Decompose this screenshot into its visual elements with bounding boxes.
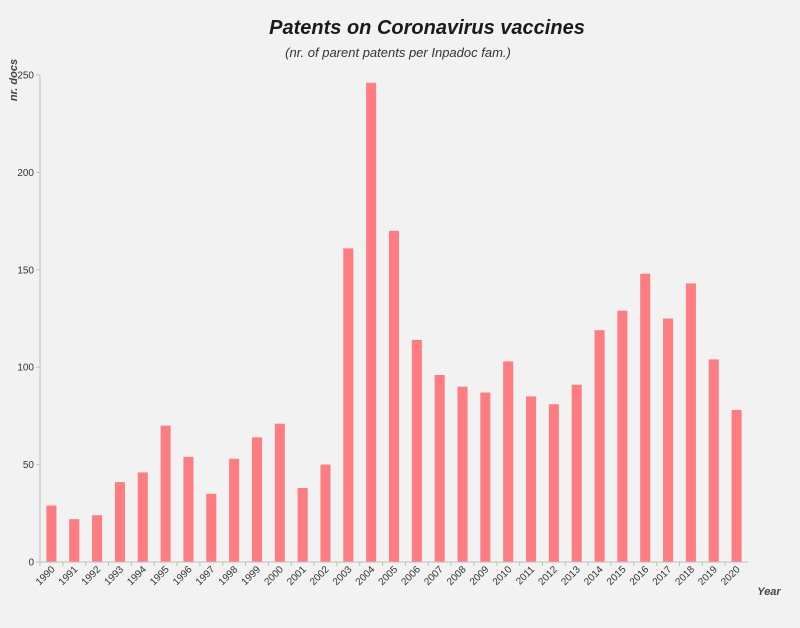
x-tick-label-1994: 1994 — [125, 564, 149, 588]
x-tick-label-2006: 2006 — [399, 564, 423, 588]
bar-2009 — [480, 392, 491, 562]
x-tick-label-1998: 1998 — [217, 564, 241, 588]
x-tick-label-2017: 2017 — [651, 564, 675, 588]
x-tick-label-2012: 2012 — [536, 564, 560, 588]
x-tick-label-2009: 2009 — [468, 564, 492, 588]
x-tick-label-2013: 2013 — [559, 564, 583, 588]
x-tick-label-2016: 2016 — [628, 564, 652, 588]
bar-2011 — [526, 396, 537, 562]
bar-2003 — [343, 248, 354, 562]
x-tick-label-2001: 2001 — [285, 564, 309, 588]
bar-1991 — [69, 519, 80, 562]
x-tick-label-1992: 1992 — [80, 564, 104, 588]
bar-2000 — [274, 423, 285, 562]
x-tick-label-2007: 2007 — [422, 564, 446, 588]
y-tick-label: 200 — [17, 168, 34, 179]
bar-2017 — [663, 318, 674, 562]
bar-2008 — [457, 386, 468, 562]
bar-2020 — [731, 410, 742, 562]
bar-1997 — [206, 493, 217, 562]
x-tick-label-2011: 2011 — [514, 564, 537, 587]
bar-1992 — [92, 515, 103, 562]
x-tick-label-1990: 1990 — [34, 564, 58, 588]
bar-2010 — [503, 361, 514, 562]
x-tick-label-2010: 2010 — [491, 564, 515, 588]
bar-2014 — [594, 330, 605, 562]
bar-2005 — [388, 230, 400, 562]
x-tick-label-2000: 2000 — [262, 564, 286, 588]
bar-2015 — [617, 310, 628, 562]
x-tick-label-1991: 1991 — [57, 564, 81, 588]
x-tick-label-2008: 2008 — [445, 564, 469, 588]
x-tick-label-2002: 2002 — [308, 564, 332, 588]
x-tick-label-1999: 1999 — [240, 564, 264, 588]
chart-subtitle: (nr. of parent patents per Inpadoc fam.) — [285, 45, 511, 60]
bar-2004 — [366, 82, 377, 563]
x-tick-label-2015: 2015 — [605, 564, 629, 588]
y-tick-label: 50 — [23, 460, 35, 471]
x-axis: 1990 1991 1992 1993 1994 1995 1996 1997 1998 1999… — [34, 562, 743, 588]
bar-1994 — [137, 472, 148, 562]
x-tick-label-1995: 1995 — [148, 564, 172, 588]
chart-title: Patents on Coronavirus vaccines — [269, 17, 585, 39]
bar-1999 — [251, 437, 262, 562]
x-tick-label-2019: 2019 — [696, 564, 720, 588]
x-tick-label-2014: 2014 — [582, 564, 606, 588]
x-tick-label-2004: 2004 — [354, 564, 378, 588]
x-tick-label-2003: 2003 — [331, 564, 355, 588]
bar-2019 — [708, 359, 719, 562]
bar-2001 — [297, 487, 308, 562]
bar-1998 — [229, 458, 240, 562]
x-tick-label-1997: 1997 — [194, 564, 218, 588]
bars-group — [46, 82, 742, 563]
y-tick-label: 100 — [17, 363, 34, 374]
bar-1993 — [114, 482, 125, 562]
y-tick-label: 150 — [17, 265, 34, 276]
bar-2006 — [411, 339, 422, 562]
bar-2016 — [640, 273, 651, 562]
x-tick-label-2005: 2005 — [377, 564, 401, 588]
bar-2018 — [685, 283, 696, 562]
x-tick-label-2020: 2020 — [719, 564, 743, 588]
x-axis-label: Year — [757, 586, 781, 598]
bar-2007 — [434, 374, 445, 562]
bar-2002 — [320, 464, 331, 562]
y-axis: 0 50 100 150 200 250 — [17, 71, 40, 569]
bar-2012 — [548, 404, 559, 562]
x-tick-label-1993: 1993 — [103, 564, 127, 588]
x-tick-label-1996: 1996 — [171, 564, 195, 588]
x-tick-label-2018: 2018 — [674, 564, 698, 588]
y-tick-label: 0 — [28, 558, 34, 569]
bar-1990 — [46, 505, 57, 562]
y-tick-label: 250 — [17, 71, 34, 82]
bar-1996 — [183, 456, 194, 562]
bar-1995 — [160, 425, 171, 562]
y-axis-label: nr. docs — [8, 59, 20, 101]
bar-2013 — [571, 384, 582, 562]
